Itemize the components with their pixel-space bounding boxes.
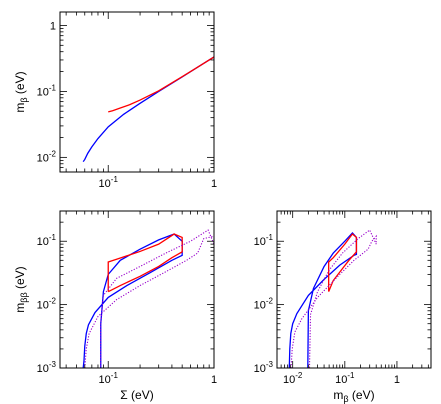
x-tick-label: 1	[211, 178, 217, 190]
y-axis-label: mβ (eV)	[13, 71, 29, 112]
plot-frame	[276, 210, 432, 369]
x-axis-label: Σ (eV)	[120, 388, 153, 402]
plot-frame	[59, 210, 215, 369]
y-axis-label: mββ (eV)	[13, 266, 29, 312]
y-tick-label: 10-1	[37, 233, 57, 248]
series-line-1	[82, 56, 214, 163]
y-tick-label: 10-2	[37, 149, 57, 164]
y-tick-label: 10-2	[37, 297, 57, 312]
x-tick-label: 1	[394, 374, 400, 386]
y-tick-label: 10-3	[37, 360, 57, 375]
y-tick-label: 10-2	[254, 297, 274, 312]
series-line-2	[108, 56, 214, 113]
panel-2: 10-1 110-310-210-1Σ (eV)mββ (eV)	[13, 210, 217, 402]
y-tick-label: 10-1	[37, 83, 57, 98]
x-tick-label: 10-1	[99, 175, 119, 190]
series-line-1	[288, 232, 358, 368]
y-tick-label: 10-1	[254, 233, 274, 248]
x-tick-label: 10-1	[335, 371, 355, 386]
x-tick-label: 10-1	[99, 371, 119, 386]
y-tick-label: 10-3	[254, 360, 274, 375]
x-axis-label: mβ (eV)	[333, 388, 374, 404]
series-line-3	[290, 229, 377, 368]
series-line-3	[84, 229, 214, 368]
series-line-2	[328, 233, 358, 292]
panel-3: 10-2 10-1 1 10-3 10-2 10-1 mβ (eV)	[254, 210, 432, 404]
plot-frame	[59, 11, 215, 173]
series-line-1	[82, 233, 183, 368]
series-line-2	[107, 233, 183, 293]
panel-1: 10-1 1 10-2 10-1 1 mβ (eV)	[13, 11, 217, 190]
x-tick-label: 10-2	[283, 371, 303, 386]
y-tick-label: 1	[50, 20, 56, 32]
x-tick-label: 1	[211, 374, 217, 386]
